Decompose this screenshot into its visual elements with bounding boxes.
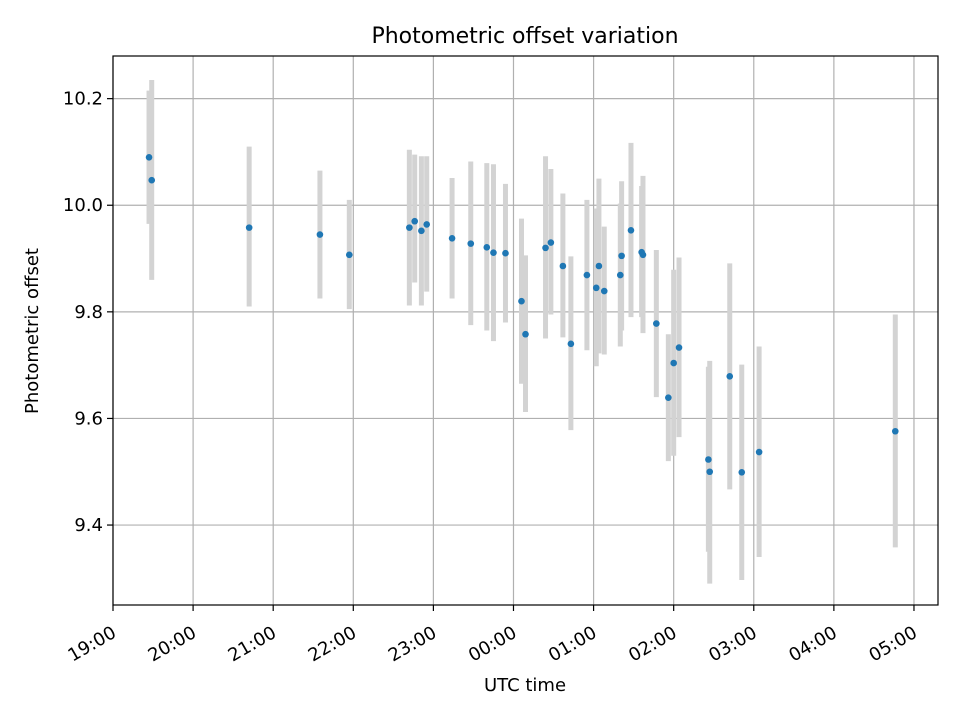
data-point [675,344,683,351]
y-tick-label: 10.0 [63,195,103,216]
data-point [316,231,324,238]
data-point [467,240,475,247]
x-tick-label: 05:00 [865,622,920,666]
data-point [891,427,899,435]
data-points [145,153,899,476]
data-point [595,262,603,270]
y-axis-label: Photometric offset [22,248,43,414]
data-point [559,262,567,270]
data-point [600,287,608,295]
data-point [627,226,635,234]
data-point [145,153,153,161]
data-point [592,284,600,292]
x-tick-label: 02:00 [625,622,680,666]
x-tick-label: 22:00 [305,622,360,666]
data-point [245,224,253,231]
x-tick-label: 03:00 [705,622,760,666]
data-point [411,217,418,225]
x-tick-label: 19:00 [64,622,119,666]
data-point [483,244,491,251]
data-point [726,373,734,380]
data-point [148,176,156,184]
data-point [755,448,763,456]
data-point [583,271,591,279]
error-bars [146,79,898,584]
data-point [406,224,413,231]
x-tick-label: 00:00 [465,622,520,666]
data-point [547,239,555,246]
y-axis-ticks: 9.4 9.6 9.8 10.0 10.2 [63,89,113,536]
data-point [522,330,529,338]
data-point [653,320,660,327]
data-point [490,249,497,256]
data-point [423,221,431,228]
data-point [705,456,712,463]
data-point [502,249,509,257]
y-tick-label: 10.2 [63,89,103,110]
data-point [448,234,456,242]
y-tick-label: 9.6 [74,408,103,429]
data-point [738,468,746,476]
x-tick-label: 21:00 [225,622,280,666]
y-tick-label: 9.8 [74,302,103,323]
data-point [518,297,525,305]
data-point [345,251,353,259]
chart-title: Photometric offset variation [371,24,678,49]
y-tick-label: 9.4 [74,515,103,536]
data-point [618,252,625,260]
data-point [706,468,714,476]
data-point [670,359,677,367]
x-axis-label: UTC time [484,675,566,696]
plot-frame [112,55,939,606]
x-tick-label: 23:00 [385,622,440,666]
data-point [542,244,549,252]
x-tick-label: 20:00 [145,622,200,666]
x-tick-label: 04:00 [785,622,840,666]
data-point [665,394,672,401]
data-point [639,251,647,259]
x-tick-label: 01:00 [545,622,600,666]
data-point [567,340,575,348]
data-point [418,227,425,235]
data-point [616,271,624,279]
x-axis-ticks: 19:00 20:00 21:00 22:00 23:00 00:00 01:00 02:00… [64,605,921,666]
